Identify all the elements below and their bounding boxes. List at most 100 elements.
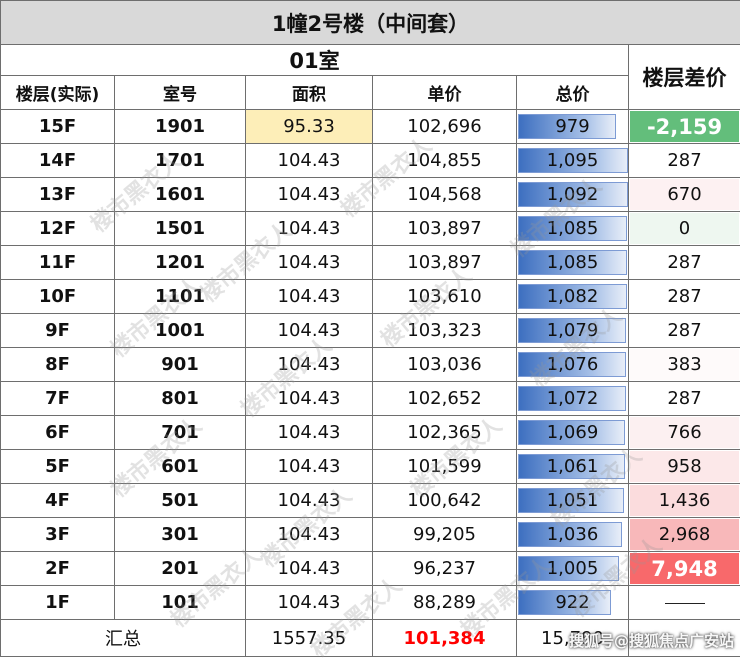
floor-cell: 12F (1, 212, 115, 246)
room-cell: 1101 (115, 280, 246, 314)
unit-price-cell: 104,855 (373, 144, 517, 178)
total-price-cell: 1,079 (517, 314, 629, 348)
total-price-cell: 1,076 (517, 348, 629, 382)
table-title: 1幢2号楼（中间套） (1, 1, 740, 45)
floor-diff-value: 766 (667, 422, 701, 443)
unit-price-cell: 103,036 (373, 348, 517, 382)
room-cell: 701 (115, 416, 246, 450)
room-cell: 101 (115, 586, 246, 620)
floor-diff-cell: 287 (629, 246, 740, 280)
floor-diff-value: 287 (667, 320, 701, 341)
floor-diff-value: 287 (667, 150, 701, 171)
floor-diff-value: 670 (667, 184, 701, 205)
total-price-cell: 1,051 (517, 484, 629, 518)
floor-diff-cell: 7,948 (629, 552, 740, 586)
floor-diff-cell: 766 (629, 416, 740, 450)
total-price-value: 922 (517, 586, 628, 619)
floor-cell: 7F (1, 382, 115, 416)
total-price-cell: 979 (517, 110, 629, 144)
room-cell: 301 (115, 518, 246, 552)
total-price-cell: 922 (517, 586, 629, 620)
floor-diff-cell: 1,436 (629, 484, 740, 518)
floor-diff-value: 2,968 (659, 524, 711, 545)
room-cell: 1001 (115, 314, 246, 348)
floor-cell: 8F (1, 348, 115, 382)
col-header-unit-price: 单价 (373, 76, 517, 110)
floor-cell: 4F (1, 484, 115, 518)
area-cell: 104.43 (246, 246, 373, 280)
summary-area: 1557.35 (246, 620, 373, 657)
floor-diff-value (665, 592, 705, 613)
area-cell: 95.33 (246, 110, 373, 144)
total-price-cell: 1,085 (517, 212, 629, 246)
total-price-cell: 1,095 (517, 144, 629, 178)
total-price-value: 1,085 (517, 246, 628, 279)
floor-diff-cell: 383 (629, 348, 740, 382)
room-cell: 1701 (115, 144, 246, 178)
room-cell: 1501 (115, 212, 246, 246)
floor-diff-cell (629, 586, 740, 620)
col-header-floor: 楼层(实际) (1, 76, 115, 110)
total-price-value: 1,076 (517, 348, 628, 381)
floor-cell: 5F (1, 450, 115, 484)
total-price-value: 1,061 (517, 450, 628, 483)
floor-diff-header: 楼层差价 (629, 45, 740, 110)
total-price-cell: 1,069 (517, 416, 629, 450)
col-header-room: 室号 (115, 76, 246, 110)
room-cell: 1601 (115, 178, 246, 212)
total-price-value: 1,072 (517, 382, 628, 415)
floor-cell: 15F (1, 110, 115, 144)
area-cell: 104.43 (246, 348, 373, 382)
floor-diff-value: -2,159 (647, 115, 722, 139)
total-price-value: 1,069 (517, 416, 628, 449)
col-header-area: 面积 (246, 76, 373, 110)
total-price-value: 1,079 (517, 314, 628, 347)
floor-diff-value: 287 (667, 252, 701, 273)
floor-cell: 11F (1, 246, 115, 280)
floor-cell: 3F (1, 518, 115, 552)
area-cell: 104.43 (246, 212, 373, 246)
total-price-cell: 1,082 (517, 280, 629, 314)
room-cell: 901 (115, 348, 246, 382)
floor-cell: 10F (1, 280, 115, 314)
unit-price-cell: 104,568 (373, 178, 517, 212)
unit-price-cell: 102,365 (373, 416, 517, 450)
unit-price-cell: 99,205 (373, 518, 517, 552)
footer-watermark: 搜狐号@搜狐焦点广安站 (569, 630, 734, 651)
room-cell: 1201 (115, 246, 246, 280)
room-cell: 1901 (115, 110, 246, 144)
area-cell: 104.43 (246, 450, 373, 484)
floor-diff-value: 7,948 (651, 557, 717, 581)
unit-price-cell: 100,642 (373, 484, 517, 518)
unit-price-cell: 101,599 (373, 450, 517, 484)
total-price-value: 1,085 (517, 212, 628, 245)
floor-diff-cell: 287 (629, 144, 740, 178)
floor-diff-value: 1,436 (659, 490, 711, 511)
total-price-cell: 1,085 (517, 246, 629, 280)
floor-diff-cell: 287 (629, 314, 740, 348)
total-price-cell: 1,092 (517, 178, 629, 212)
floor-diff-value: 958 (667, 456, 701, 477)
floor-diff-cell: 958 (629, 450, 740, 484)
area-cell: 104.43 (246, 518, 373, 552)
total-price-cell: 1,072 (517, 382, 629, 416)
total-price-value: 1,092 (517, 178, 628, 211)
col-header-total: 总价 (517, 76, 629, 110)
floor-diff-value: 287 (667, 388, 701, 409)
floor-cell: 14F (1, 144, 115, 178)
unit-price-cell: 103,897 (373, 246, 517, 280)
area-cell: 104.43 (246, 382, 373, 416)
unit-price-cell: 88,289 (373, 586, 517, 620)
unit-price-cell: 96,237 (373, 552, 517, 586)
floor-diff-cell: 287 (629, 280, 740, 314)
summary-label: 汇总 (1, 620, 246, 657)
floor-cell: 6F (1, 416, 115, 450)
